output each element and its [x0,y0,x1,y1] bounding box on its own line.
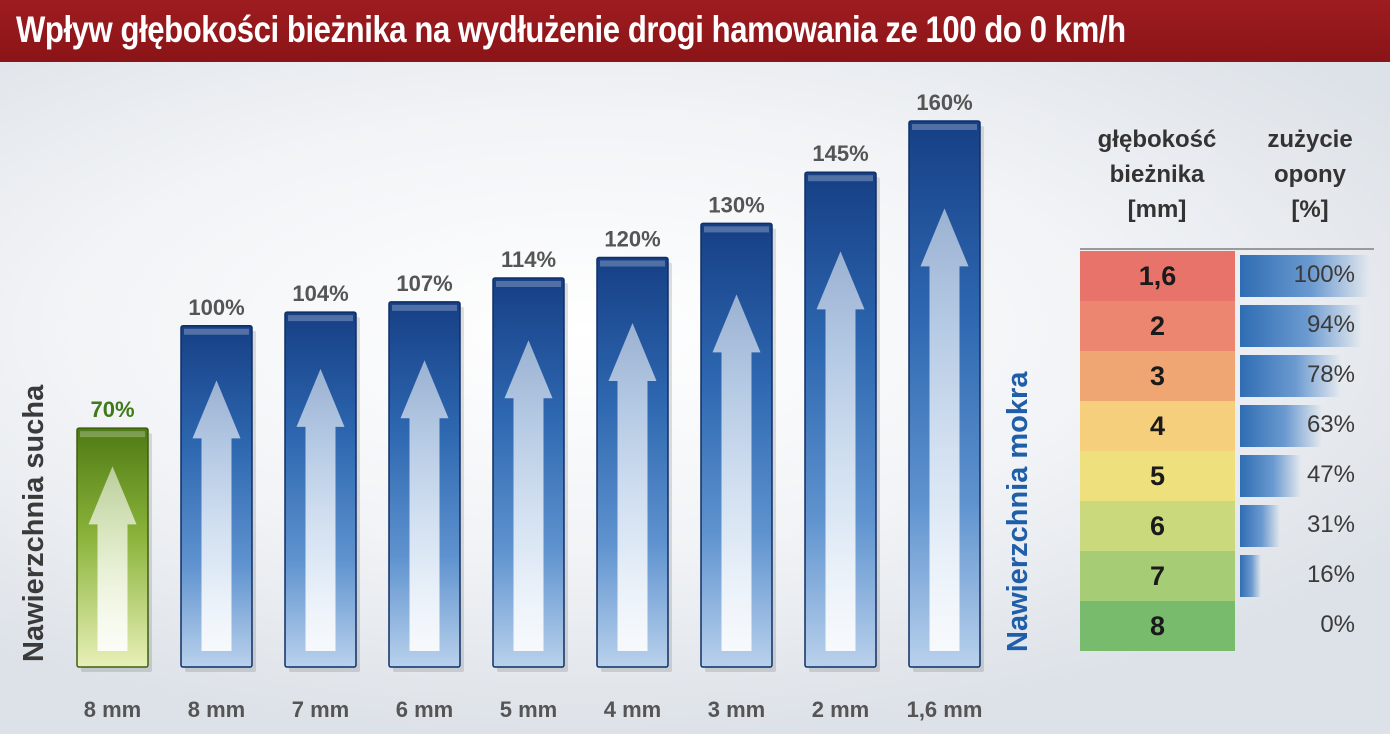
arrow-up-icon [192,380,241,651]
wear-cell: 63% [1237,401,1377,451]
x-tick-label: 5 mm [500,697,557,722]
bar-value-label: 145% [812,141,868,166]
bar-group-4: 114% 5 mm [492,247,568,722]
wear-cell: 78% [1237,351,1377,401]
table-header-divider [1080,248,1374,250]
title-bar: Wpływ głębokości bieżnika na wydłużenie … [0,0,1390,62]
bar-group-5: 120% 4 mm [596,227,672,722]
dry-surface-label: Nawierzchnia sucha [18,385,51,662]
arrow-up-icon [504,340,553,651]
bar-highlight [808,175,873,182]
depth-cell: 4 [1080,401,1235,451]
table-header-depth-line: bieżnika [1109,161,1205,188]
wear-cell: 47% [1237,451,1377,501]
wear-cell: 31% [1237,501,1377,551]
x-tick-label: 1,6 mm [907,697,983,722]
wear-value: 63% [1306,411,1355,438]
wear-bar [1240,405,1322,447]
bar-group-7: 145% 2 mm [804,141,880,722]
dry-surface-label-text: Nawierzchnia sucha [18,384,50,662]
x-tick-label: 4 mm [604,697,661,722]
wear-bar [1240,505,1281,547]
wet-surface-label-text: Nawierzchnia mokra [1002,371,1034,652]
depth-cell: 3 [1080,351,1235,401]
x-tick-label: 8 mm [84,697,141,722]
depth-cell: 6 [1080,501,1235,551]
table-header-depth: głębokość bieżnika [mm] [1082,122,1232,227]
arrow-up-icon [296,368,345,651]
table-header-depth-line: głębokość [1097,126,1217,153]
bar-group-2: 104% 7 mm [284,281,360,722]
depth-cell: 8 [1080,601,1235,651]
bar-highlight [496,280,561,287]
x-tick-label: 2 mm [812,697,869,722]
arrow-up-icon [88,466,137,651]
x-tick-label: 7 mm [292,697,349,722]
bar-highlight [600,260,665,267]
depth-cell: 5 [1080,451,1235,501]
wear-bar [1240,455,1302,497]
wear-bar [1240,305,1363,347]
table-header-wear-line: zużycie [1267,126,1353,153]
x-tick-label: 8 mm [188,697,245,722]
chart-title: Wpływ głębokości bieżnika na wydłużenie … [16,9,1126,50]
table-header-wear-line: [%] [1291,196,1329,223]
wet-surface-label: Nawierzchnia mokra [1002,372,1035,652]
depth-cell: 2 [1080,301,1235,351]
wear-value: 94% [1306,311,1355,338]
arrow-up-icon [816,251,865,652]
wear-cell: 94% [1237,301,1377,351]
arrow-up-icon [608,323,657,651]
bar-highlight [912,124,977,130]
bar-group-0: 70% 8 mm [76,397,152,722]
wear-value: 47% [1306,461,1355,488]
bar-highlight [288,315,353,322]
bar-value-label: 104% [292,281,348,306]
arrow-up-icon [712,294,761,651]
bar-group-8: 160% 1,6 mm [907,90,984,722]
wear-value: 0% [1320,611,1355,638]
bar-highlight [80,431,145,438]
bar-value-label: 70% [90,397,134,422]
bar-value-label: 100% [188,295,244,320]
wear-bar [1240,555,1261,597]
depth-cell: 1,6 [1080,251,1235,301]
bar-value-label: 114% [501,247,556,272]
bar-value-label: 130% [708,192,764,217]
bar-highlight [392,304,457,311]
wear-bar [1240,255,1370,297]
wear-value: 100% [1293,261,1355,288]
arrow-up-icon [920,208,969,652]
depth-cell: 7 [1080,551,1235,601]
wear-value: 31% [1306,511,1355,538]
bar-value-label: 160% [916,90,972,115]
bar-group-6: 130% 3 mm [700,192,776,722]
bar-group-1: 100% 8 mm [180,295,256,722]
wear-value: 78% [1306,361,1355,388]
bar-value-label: 107% [396,271,452,296]
table-header-wear-line: opony [1274,161,1346,188]
wear-bar [1240,355,1342,397]
wear-value: 16% [1306,561,1355,588]
wear-cell: 16% [1237,551,1377,601]
arrow-up-icon [400,360,449,651]
table-header-depth-line: [mm] [1127,196,1187,223]
table-header-wear: zużycie opony [%] [1240,122,1380,227]
bar-highlight [704,226,769,233]
bar-highlight [184,328,249,335]
bar-value-label: 120% [604,227,660,252]
x-tick-label: 3 mm [708,697,765,722]
wear-cell: 100% [1237,251,1377,301]
wear-cell: 0% [1237,601,1377,651]
x-tick-label: 6 mm [396,697,453,722]
bar-group-3: 107% 6 mm [388,271,464,722]
